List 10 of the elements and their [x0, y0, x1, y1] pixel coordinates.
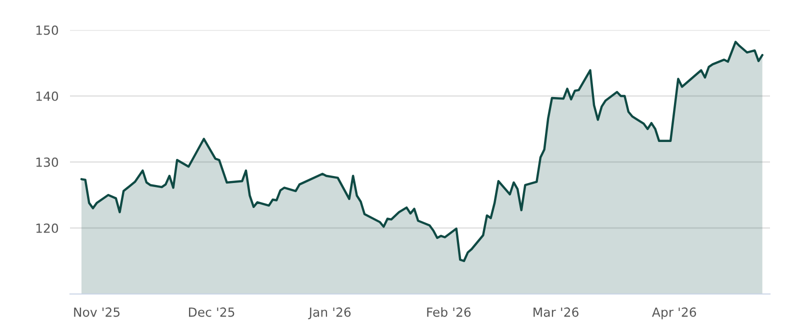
y-tick-label: 140 [36, 91, 58, 101]
x-tick-label: Dec '25 [189, 307, 234, 317]
y-tick-label: 150 [36, 25, 58, 35]
x-tick-label: Nov '25 [74, 307, 120, 317]
y-tick-label: 120 [36, 223, 58, 233]
y-tick-label: 130 [36, 157, 58, 167]
x-tick-label: Jan '26 [308, 307, 351, 320]
x-tick-label: Mar '26 [534, 307, 578, 317]
x-tick-label: Feb '26 [427, 307, 471, 317]
x-tick-label: Apr '26 [652, 307, 696, 320]
